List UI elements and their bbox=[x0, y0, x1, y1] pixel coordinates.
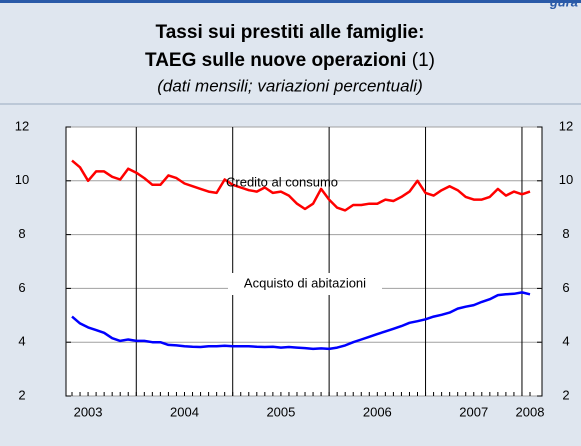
y-tick-label: 8 bbox=[18, 226, 25, 241]
y-tick-label: 2 bbox=[18, 387, 25, 402]
y2-tick-label: 10 bbox=[559, 172, 573, 187]
series-line bbox=[71, 159, 531, 212]
series-label: Credito al consumo bbox=[226, 174, 338, 189]
y2-tick-label: 2 bbox=[562, 387, 569, 402]
y2-tick-label: 12 bbox=[559, 118, 573, 133]
y-tick-label: 6 bbox=[18, 280, 25, 295]
x-tick-label: 2005 bbox=[266, 404, 295, 419]
plot-area bbox=[65, 126, 543, 397]
chart-title: Tassi sui prestiti alle famiglie: bbox=[156, 22, 425, 43]
y2-tick-label: 4 bbox=[562, 334, 569, 349]
x-tick-label: 2008 bbox=[516, 404, 545, 419]
figure-label: gura bbox=[549, 0, 578, 9]
series-label: Acquisto di abitazioni bbox=[244, 275, 366, 290]
subtitle: (dati mensili; variazioni percentuali) bbox=[157, 76, 423, 95]
label-box bbox=[228, 273, 382, 295]
y-tick-label: 10 bbox=[15, 172, 29, 187]
y2-tick-label: 8 bbox=[562, 226, 569, 241]
title-note: (1) bbox=[412, 50, 435, 71]
y2-tick-label: 6 bbox=[562, 280, 569, 295]
x-tick-label: 2003 bbox=[74, 404, 103, 419]
title-line: TAEG sulle nuove operazioni bbox=[145, 50, 406, 71]
x-tick-label: 2004 bbox=[170, 404, 199, 419]
x-tick-label: 2007 bbox=[459, 404, 488, 419]
top-rule bbox=[0, 0, 581, 3]
series-line bbox=[71, 291, 531, 351]
y-tick-label: 4 bbox=[18, 334, 25, 349]
chart-title-2: TAEG sulle nuove operazioni (1) bbox=[145, 50, 435, 71]
x-tick-label: 2006 bbox=[363, 404, 392, 419]
y-tick-label: 12 bbox=[15, 118, 29, 133]
